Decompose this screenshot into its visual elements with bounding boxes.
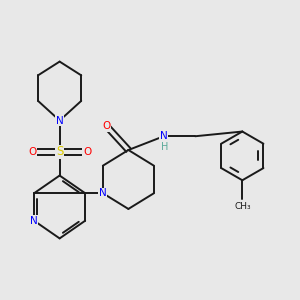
Text: N: N — [99, 188, 107, 198]
Text: CH₃: CH₃ — [234, 202, 250, 211]
Text: N: N — [30, 216, 38, 226]
Text: S: S — [56, 146, 63, 158]
Text: O: O — [28, 147, 36, 157]
Text: N: N — [160, 131, 168, 141]
Text: H: H — [161, 142, 169, 152]
Text: O: O — [83, 147, 91, 157]
Text: N: N — [56, 116, 64, 125]
Text: O: O — [103, 122, 111, 131]
